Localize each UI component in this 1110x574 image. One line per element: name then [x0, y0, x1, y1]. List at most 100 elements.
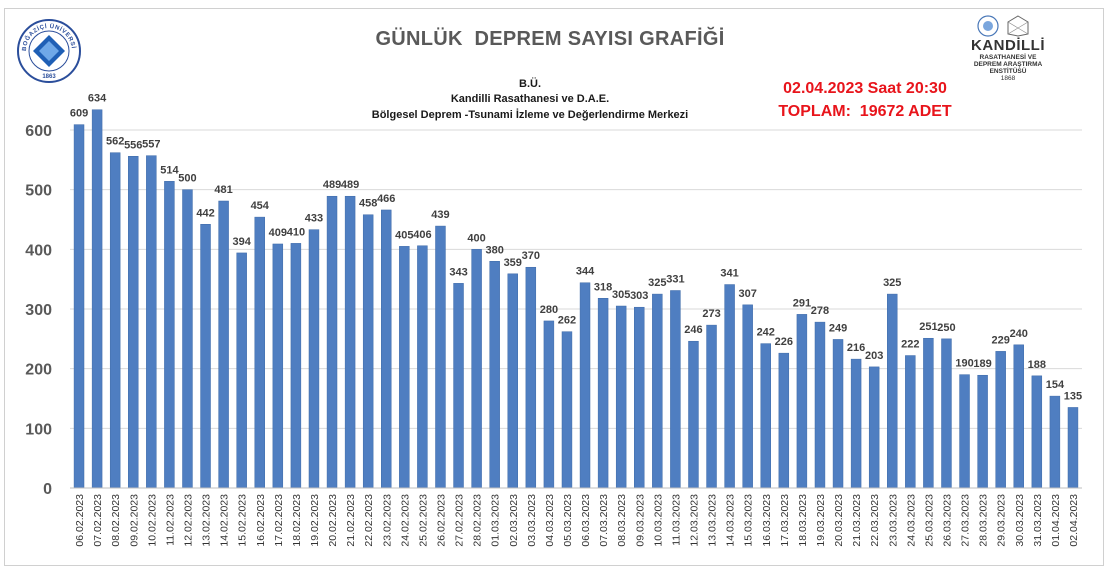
x-tick-label: 20.03.2023 — [833, 494, 845, 547]
data-label: 439 — [431, 209, 449, 221]
data-label: 409 — [269, 227, 287, 239]
kandilli-line-1: RASATHANESİ VE — [979, 54, 1037, 61]
bar — [182, 189, 193, 489]
bar — [615, 305, 627, 489]
x-tick-label: 04.03.2023 — [544, 494, 556, 547]
bar — [923, 337, 934, 489]
x-tick-label: 07.03.2023 — [598, 494, 610, 547]
bar — [868, 366, 880, 489]
kandilli-line-3: ENSTİTÜSÜ — [989, 68, 1027, 75]
x-tick-label: 24.03.2023 — [905, 494, 917, 547]
x-tick-label: 22.02.2023 — [363, 494, 375, 547]
x-tick-label: 13.03.2023 — [707, 494, 719, 547]
x-axis-ticks: 06.02.2023 07.02.2023 08.02.2023 09.02.2023… — [74, 494, 1080, 547]
data-label: 189 — [973, 358, 991, 370]
bar — [634, 306, 645, 489]
bar — [941, 338, 952, 489]
bar — [832, 339, 844, 489]
x-tick-label: 24.02.2023 — [399, 494, 411, 547]
data-label: 325 — [648, 277, 666, 289]
data-label: 325 — [883, 277, 901, 289]
y-tick-label: 200 — [25, 362, 52, 379]
bar — [977, 374, 988, 489]
x-tick-label: 06.03.2023 — [580, 494, 592, 547]
x-tick-label: 09.03.2023 — [634, 494, 646, 547]
x-tick-label: 21.02.2023 — [345, 494, 357, 547]
data-label: 307 — [738, 288, 756, 300]
data-label: 481 — [214, 184, 232, 196]
timestamp-label: 02.04.2023 Saat 20:30 — [783, 80, 947, 97]
data-label: 458 — [359, 198, 377, 210]
data-label: 370 — [522, 250, 540, 262]
x-tick-label: 18.02.2023 — [291, 494, 303, 547]
bar — [525, 266, 537, 489]
x-tick-label: 25.03.2023 — [923, 494, 935, 547]
x-tick-label: 18.03.2023 — [797, 494, 809, 547]
bar — [109, 152, 121, 489]
data-label: 609 — [70, 108, 88, 120]
bar — [91, 109, 103, 489]
bar — [399, 246, 410, 489]
chart-frame — [4, 8, 1104, 566]
kandilli-year: 1868 — [1000, 75, 1016, 82]
x-tick-label: 15.02.2023 — [237, 494, 249, 547]
y-tick-label: 0 — [43, 481, 52, 498]
x-tick-label: 19.02.2023 — [309, 494, 321, 547]
data-label: 500 — [178, 173, 196, 185]
data-label: 273 — [702, 308, 720, 320]
bar — [326, 195, 338, 489]
x-tick-label: 22.03.2023 — [869, 494, 881, 547]
y-axis-ticks: 0 100 200 300 400 500 600 — [25, 123, 52, 498]
subtitle-line-1: B.Ü. — [519, 78, 541, 90]
data-label: 359 — [504, 257, 522, 269]
bar — [670, 290, 681, 489]
x-tick-label: 10.03.2023 — [652, 494, 664, 547]
bar — [778, 352, 790, 489]
bar — [453, 283, 464, 489]
subtitle-line-3: Bölgesel Deprem -Tsunami İzleme ve Değer… — [371, 109, 689, 121]
x-tick-label: 29.03.2023 — [996, 494, 1008, 547]
bar — [543, 320, 555, 489]
data-label: 242 — [757, 327, 775, 339]
bar — [236, 252, 247, 489]
bar — [760, 343, 771, 489]
bar — [796, 314, 808, 489]
x-tick-label: 01.04.2023 — [1050, 494, 1062, 547]
data-label: 514 — [160, 164, 179, 176]
x-tick-label: 27.03.2023 — [960, 494, 972, 547]
x-tick-label: 25.02.2023 — [417, 494, 429, 547]
x-tick-label: 17.03.2023 — [779, 494, 791, 547]
data-label: 380 — [485, 244, 503, 256]
x-tick-label: 28.03.2023 — [978, 494, 990, 547]
bar — [164, 181, 175, 489]
bar — [887, 293, 898, 489]
bar — [254, 216, 265, 489]
x-tick-label: 19.03.2023 — [815, 494, 827, 547]
bar — [1013, 344, 1024, 489]
bar — [850, 358, 862, 489]
bar — [995, 351, 1006, 489]
bar — [742, 304, 753, 489]
data-label: 216 — [847, 342, 865, 354]
bars — [73, 109, 1079, 489]
kandilli-observatory-logo-icon — [966, 14, 1050, 43]
data-label: 410 — [287, 226, 305, 238]
data-label: 343 — [449, 266, 467, 278]
data-label: 222 — [901, 339, 919, 351]
data-label: 303 — [630, 290, 648, 302]
x-tick-label: 08.02.2023 — [110, 494, 122, 547]
bar — [417, 245, 428, 489]
chart-title: GÜNLÜK DEPREM SAYISI GRAFİĞİ — [375, 28, 725, 50]
bar — [218, 200, 229, 489]
data-label: 406 — [413, 229, 431, 241]
x-tick-label: 05.03.2023 — [562, 494, 574, 547]
kandilli-line-2: DEPREM ARAŞTIRMA — [973, 61, 1043, 68]
data-label: 489 — [341, 179, 359, 191]
bar — [507, 273, 518, 489]
data-label: 135 — [1064, 390, 1082, 402]
x-tick-label: 26.03.2023 — [941, 494, 953, 547]
kandilli-logo-text: KANDİLLİ RASATHANESİ VE DEPREM ARAŞTIRMA… — [966, 37, 1050, 82]
bar — [290, 243, 302, 489]
x-tick-label: 01.03.2023 — [490, 494, 502, 547]
bar — [579, 282, 591, 489]
